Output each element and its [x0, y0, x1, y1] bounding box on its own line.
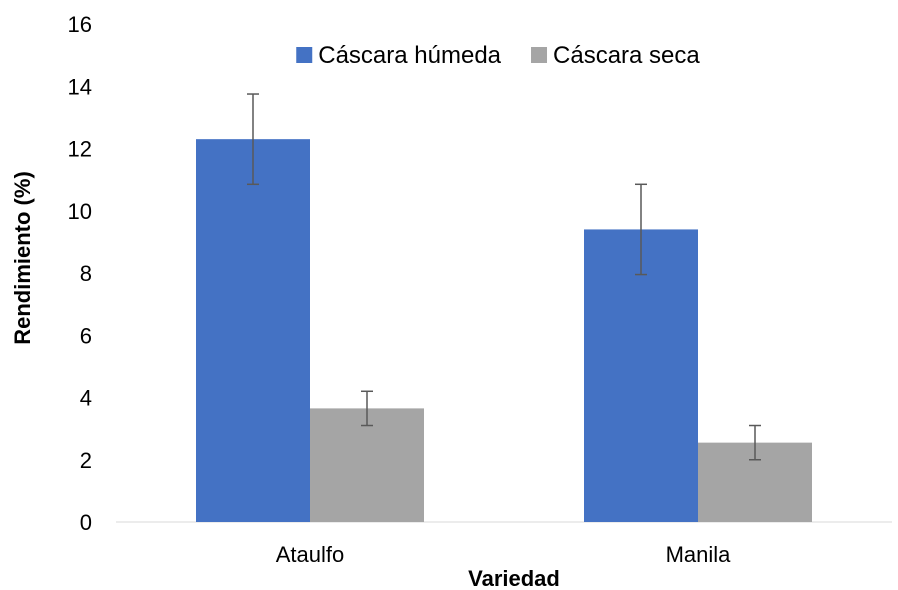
x-axis-ticks: Ataulfo Manila [276, 542, 731, 567]
legend: Cáscara húmeda Cáscara seca [296, 42, 700, 69]
y-axis-title: Rendimiento (%) [10, 171, 35, 345]
y-tick-label: 16 [68, 12, 92, 37]
legend-label: Cáscara húmeda [318, 42, 501, 69]
bar [584, 229, 698, 523]
bar [196, 139, 310, 522]
y-tick-label: 4 [80, 386, 92, 411]
legend-swatch [531, 47, 548, 63]
error-bars [247, 93, 761, 461]
y-tick-label: 6 [80, 323, 92, 348]
y-tick-label: 0 [80, 510, 92, 535]
y-tick-label: 14 [68, 74, 92, 99]
y-tick-label: 10 [68, 199, 92, 224]
y-tick-label: 2 [80, 448, 92, 473]
legend-label: Cáscara seca [553, 42, 700, 69]
y-tick-label: 12 [68, 137, 92, 162]
y-tick-label: 8 [80, 261, 92, 286]
x-tick-label: Manila [666, 542, 732, 567]
bar [310, 408, 424, 522]
x-axis-title: Variedad [468, 566, 560, 590]
legend-swatch [296, 47, 313, 63]
y-axis-ticks: 0 2 4 6 8 10 12 14 16 [68, 12, 92, 535]
bars [196, 139, 812, 523]
x-tick-label: Ataulfo [276, 542, 345, 567]
